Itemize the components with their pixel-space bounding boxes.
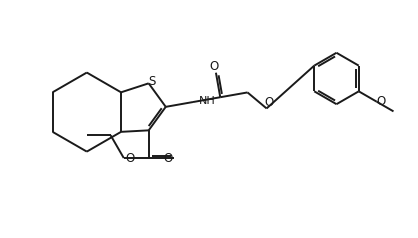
Text: O: O [209,60,219,73]
Text: S: S [148,75,155,88]
Text: O: O [264,96,273,109]
Text: O: O [376,95,385,108]
Text: O: O [125,152,134,164]
Text: NH: NH [199,96,216,106]
Text: O: O [163,152,172,164]
